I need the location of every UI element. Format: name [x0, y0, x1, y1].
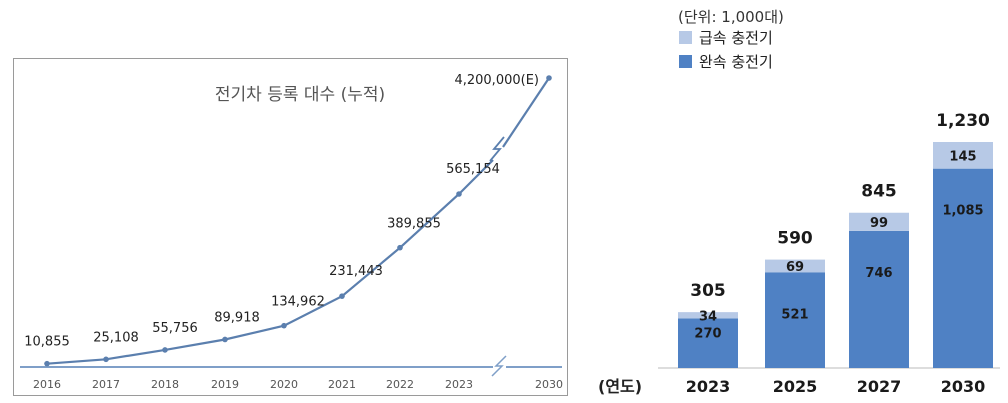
line-chart-x-axis	[20, 355, 562, 377]
data-label: 25,108	[93, 330, 139, 345]
x-tick-label: 2019	[211, 378, 239, 391]
data-point	[162, 347, 168, 353]
line-chart-points	[44, 75, 552, 367]
line-chart-series	[46, 77, 550, 365]
bar-fast-value-label: 34	[699, 309, 717, 324]
bar-chart-bars: 270 34 305 521 69 590 746 99 845 1,085 145 1,230	[658, 111, 1000, 369]
bar-fast-value-label: 69	[786, 260, 804, 275]
bar-slow-value-label: 746	[865, 266, 892, 281]
x-tick-label: 2018	[151, 378, 179, 391]
bar-total-label: 845	[861, 182, 897, 202]
x-tick-label: 2016	[33, 378, 61, 391]
data-label: 89,918	[214, 310, 260, 325]
bar-fast-charger	[678, 312, 738, 319]
line-chart-frame	[13, 58, 568, 396]
series-line	[502, 77, 550, 148]
line-break-mark	[489, 136, 505, 162]
data-point	[339, 293, 345, 299]
data-point	[222, 336, 228, 343]
bar-slow-value-label: 521	[781, 307, 808, 322]
data-point	[281, 322, 287, 329]
bar-slow-value-label: 270	[694, 326, 721, 341]
bar-total-label: 305	[690, 281, 726, 301]
x-tick-label: 2023	[445, 378, 473, 391]
bar-slow-charger	[849, 230, 909, 368]
data-label: 10,855	[24, 335, 70, 350]
bar-chart-unit-label: (단위: 1,000대)	[678, 8, 784, 26]
legend-swatch	[679, 55, 692, 68]
bar-total-label: 1,230	[936, 111, 990, 131]
data-label: 389,855	[387, 217, 441, 232]
bar-x-tick-label: 2030	[941, 377, 986, 396]
bar-fast-charger	[849, 212, 909, 231]
data-label: 55,756	[152, 321, 198, 336]
bar-fast-value-label: 99	[870, 216, 888, 231]
bar-fast-charger	[765, 259, 825, 273]
bar-chart-x-axis-label: (연도)	[598, 377, 642, 396]
data-point	[103, 356, 109, 363]
bar-slow-charger	[765, 272, 825, 368]
bar-total-label: 590	[777, 229, 813, 249]
bar-slow-charger	[933, 168, 993, 368]
axis-break-mark	[491, 355, 507, 377]
bar-chart-x-labels: 2023 2025 2027 2030	[686, 377, 986, 396]
legend-label: 완속 충전기	[699, 53, 773, 71]
line-chart-title: 전기차 등록 대수 (누적)	[215, 85, 385, 105]
bar-x-tick-label: 2023	[686, 377, 731, 396]
bar-fast-value-label: 145	[949, 149, 976, 164]
data-label: 565,154	[446, 162, 500, 177]
x-tick-label: 2017	[92, 378, 120, 391]
data-point	[456, 191, 462, 197]
x-tick-label: 2022	[386, 378, 414, 391]
data-point	[44, 360, 50, 367]
bar-slow-value-label: 1,085	[942, 204, 983, 219]
data-point	[546, 75, 552, 81]
x-tick-label: 2020	[270, 378, 298, 391]
data-point	[397, 244, 403, 251]
line-chart-ticks: 2016 2017 2018 2019 2020 2021 2022 2023 2030	[33, 378, 563, 391]
x-tick-label: 2030	[535, 378, 563, 391]
legend-label: 급속 충전기	[699, 29, 773, 47]
x-tick-label: 2021	[328, 378, 356, 391]
data-label: 231,443	[329, 264, 383, 279]
bar-x-tick-label: 2025	[773, 377, 818, 396]
data-label: 4,200,000(E)	[454, 73, 539, 88]
bar-fast-charger	[933, 142, 993, 169]
legend-swatch	[679, 31, 692, 44]
line-chart-data-labels: 10,855 25,108 55,756 89,918 134,962 231,443 38…	[24, 73, 539, 350]
bar-x-tick-label: 2027	[857, 377, 902, 396]
bar-slow-charger	[678, 318, 738, 368]
data-label: 134,962	[271, 295, 325, 310]
